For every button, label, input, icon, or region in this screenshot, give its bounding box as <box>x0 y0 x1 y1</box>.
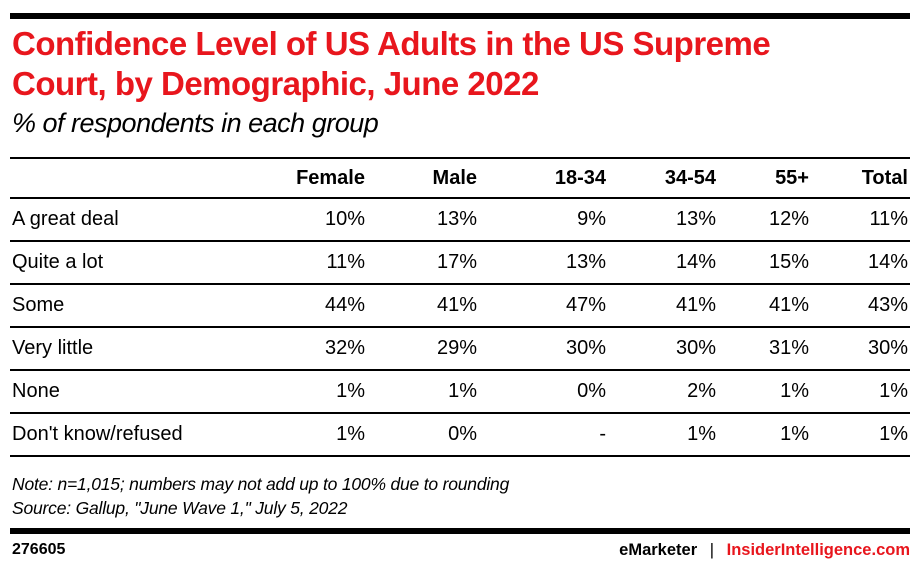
footnotes: Note: n=1,015; numbers may not add up to… <box>12 472 892 520</box>
table-cell: 29% <box>367 327 479 371</box>
table-cell: 14% <box>811 241 910 285</box>
table-cell: 30% <box>608 327 718 371</box>
table-row: Quite a lot 11% 17% 13% 14% 15% 14% <box>10 241 910 285</box>
table-cell: 2% <box>608 370 718 414</box>
emarketer-logo: eMarketer <box>619 540 698 559</box>
table-row: None 1% 1% 0% 2% 1% 1% <box>10 370 910 414</box>
table-row: Don't know/refused 1% 0% - 1% 1% 1% <box>10 413 910 457</box>
row-label: A great deal <box>10 198 250 242</box>
table-cell: 30% <box>811 327 910 371</box>
table-cell: 15% <box>718 241 811 285</box>
table-cell: 1% <box>718 413 811 457</box>
row-label: Don't know/refused <box>10 413 250 457</box>
source-line: Source: Gallup, "June Wave 1," July 5, 2… <box>12 498 348 519</box>
column-header-18-34: 18-34 <box>479 158 608 199</box>
table-cell: 41% <box>367 284 479 328</box>
table-cell: 13% <box>367 198 479 242</box>
table-cell: 31% <box>718 327 811 371</box>
table-cell: 0% <box>479 370 608 414</box>
table-row: Very little 32% 29% 30% 30% 31% 30% <box>10 327 910 371</box>
header-blank <box>10 158 250 199</box>
row-label: Some <box>10 284 250 328</box>
column-header-total: Total <box>811 158 910 199</box>
table-cell: 41% <box>718 284 811 328</box>
footer: 276605 eMarketer | InsiderIntelligence.c… <box>12 538 910 562</box>
insider-intelligence-link[interactable]: InsiderIntelligence.com <box>726 540 910 559</box>
brand-separator: | <box>709 540 715 559</box>
row-label: Very little <box>10 327 250 371</box>
table-cell: 13% <box>608 198 718 242</box>
table-cell: 9% <box>479 198 608 242</box>
table-cell: - <box>479 413 608 457</box>
note-line: Note: n=1,015; numbers may not add up to… <box>12 474 510 494</box>
data-table: Female Male 18-34 34-54 55+ Total A grea… <box>10 157 910 457</box>
table-cell: 14% <box>608 241 718 285</box>
table-cell: 10% <box>250 198 367 242</box>
table-cell: 1% <box>250 370 367 414</box>
column-header-55plus: 55+ <box>718 158 811 199</box>
row-label: Quite a lot <box>10 241 250 285</box>
table-cell: 11% <box>250 241 367 285</box>
column-header-34-54: 34-54 <box>608 158 718 199</box>
table-cell: 47% <box>479 284 608 328</box>
table-cell: 1% <box>811 370 910 414</box>
table-cell: 11% <box>811 198 910 242</box>
chart-id: 276605 <box>12 541 66 558</box>
top-accent-bar <box>10 13 910 19</box>
chart-title: Confidence Level of US Adults in the US … <box>12 25 771 103</box>
table-cell: 17% <box>367 241 479 285</box>
chart-subtitle: % of respondents in each group <box>12 108 379 138</box>
table-cell: 43% <box>811 284 910 328</box>
brand-lockup: eMarketer | InsiderIntelligence.com <box>619 541 910 560</box>
table-cell: 1% <box>367 370 479 414</box>
table-cell: 12% <box>718 198 811 242</box>
row-label: None <box>10 370 250 414</box>
table-header-row: Female Male 18-34 34-54 55+ Total <box>10 158 910 199</box>
table-cell: 1% <box>250 413 367 457</box>
table-cell: 41% <box>608 284 718 328</box>
table-cell: 1% <box>718 370 811 414</box>
table-cell: 1% <box>811 413 910 457</box>
table-cell: 13% <box>479 241 608 285</box>
table-row: A great deal 10% 13% 9% 13% 12% 11% <box>10 198 910 242</box>
table-cell: 30% <box>479 327 608 371</box>
column-header-female: Female <box>250 158 367 199</box>
table-cell: 1% <box>608 413 718 457</box>
table-cell: 32% <box>250 327 367 371</box>
bottom-accent-bar <box>10 528 910 534</box>
table-row: Some 44% 41% 47% 41% 41% 43% <box>10 284 910 328</box>
table-cell: 44% <box>250 284 367 328</box>
table-cell: 0% <box>367 413 479 457</box>
column-header-male: Male <box>367 158 479 199</box>
